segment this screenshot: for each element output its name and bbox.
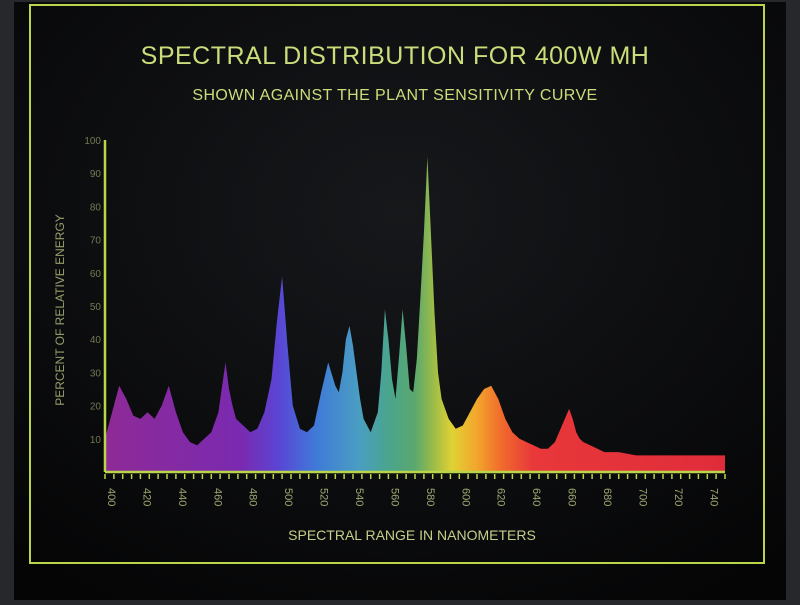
y-tick-label: 40 bbox=[90, 335, 102, 346]
x-tick-label: 560 bbox=[388, 488, 400, 506]
x-tick-label: 520 bbox=[318, 488, 330, 506]
x-tick-marks bbox=[104, 474, 726, 479]
y-axis-label: PERCENT OF RELATIVE ENERGY bbox=[53, 214, 67, 406]
plot-area bbox=[105, 156, 725, 472]
x-tick-label: 720 bbox=[672, 488, 684, 506]
y-tick-label: 60 bbox=[90, 269, 102, 280]
x-tick-label: 420 bbox=[140, 488, 152, 506]
chart-subtitle: SHOWN AGAINST THE PLANT SENSITIVITY CURV… bbox=[192, 87, 597, 104]
x-tick-label: 640 bbox=[530, 488, 542, 506]
x-tick-label: 600 bbox=[459, 488, 471, 506]
y-tick-label: 90 bbox=[90, 169, 102, 180]
y-tick-label: 50 bbox=[90, 302, 102, 313]
x-axis-label: SPECTRAL RANGE IN NANOMETERS bbox=[288, 527, 536, 543]
y-tick-label: 100 bbox=[84, 136, 101, 147]
spectrum-area bbox=[105, 156, 725, 472]
x-tick-label: 540 bbox=[353, 488, 365, 506]
panel-background bbox=[14, 2, 786, 600]
y-tick-label: 20 bbox=[90, 402, 102, 413]
y-tick-labels: 10 20 30 40 50 60 70 80 90 100 bbox=[84, 136, 101, 446]
y-tick-label: 70 bbox=[90, 236, 102, 247]
x-tick-label: 460 bbox=[211, 488, 223, 506]
chart-title: SPECTRAL DISTRIBUTION FOR 400W MH bbox=[141, 42, 650, 70]
x-tick-label: 480 bbox=[247, 488, 259, 506]
x-tick-label: 740 bbox=[707, 488, 719, 506]
x-tick-label: 700 bbox=[636, 488, 648, 506]
x-tick-label: 660 bbox=[566, 488, 578, 506]
x-tick-label: 400 bbox=[105, 488, 117, 506]
y-tick-label: 10 bbox=[90, 435, 102, 446]
x-tick-label: 680 bbox=[601, 488, 613, 506]
x-tick-label: 620 bbox=[495, 488, 507, 506]
x-tick-label: 440 bbox=[176, 488, 188, 506]
x-tick-labels: 400 420 440 460 480 500 520 540 560 580 600 620 640 6… bbox=[105, 488, 719, 506]
x-tick-label: 500 bbox=[282, 488, 294, 506]
y-tick-label: 30 bbox=[90, 368, 102, 379]
x-tick-label: 580 bbox=[424, 488, 436, 506]
outer-frame bbox=[29, 4, 765, 564]
y-tick-label: 80 bbox=[90, 202, 102, 213]
